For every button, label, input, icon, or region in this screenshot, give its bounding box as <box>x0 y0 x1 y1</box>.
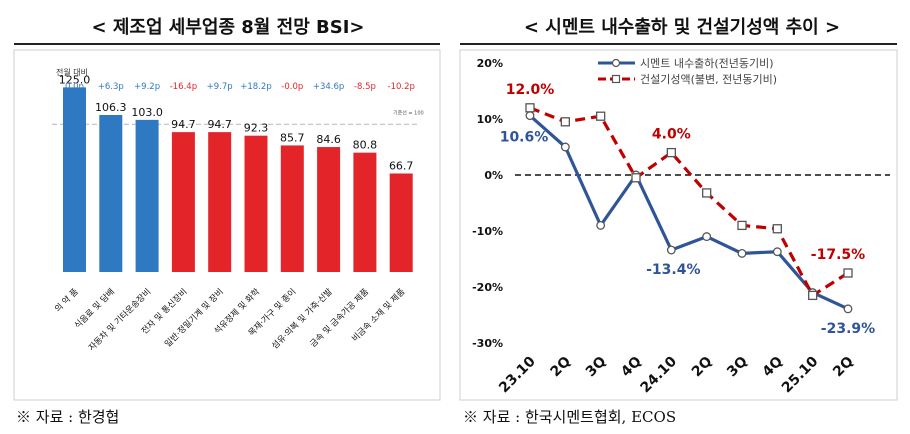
category-label: 섬유·의복 및 가죽·신발 <box>270 286 335 351</box>
bar <box>135 119 159 272</box>
point <box>560 117 570 127</box>
data-label: 4.0% <box>652 127 691 143</box>
bar-value-label: 84.6 <box>316 133 341 146</box>
series-line <box>528 114 849 311</box>
bar <box>208 132 232 272</box>
baseline-label: 기준선 = 100 <box>393 109 424 116</box>
bar <box>63 87 86 272</box>
point <box>772 247 782 257</box>
x-tick-label: 3Q <box>724 353 751 380</box>
bar <box>389 173 413 272</box>
point <box>737 220 747 231</box>
point <box>666 147 676 158</box>
change-label: -0.0p <box>281 82 303 92</box>
bar-value-label: 80.8 <box>353 139 378 152</box>
change-label: +34.6p <box>313 82 344 92</box>
point <box>525 111 535 121</box>
bar-value-label: 94.7 <box>207 118 232 131</box>
bar <box>317 147 341 272</box>
point <box>808 290 818 301</box>
bar <box>171 132 195 272</box>
point <box>560 142 570 152</box>
bar <box>99 115 123 272</box>
y-tick-label: 20% <box>477 57 503 70</box>
bar-value-label: 92.3 <box>244 122 269 135</box>
bar-value-label: 103.0 <box>131 106 163 119</box>
legend-marker <box>611 74 621 84</box>
legend-label: 건설기성액(불변, 전년동기비) <box>640 73 777 86</box>
data-label: -13.4% <box>646 262 700 278</box>
legend-marker <box>611 58 621 68</box>
point <box>737 248 747 258</box>
point <box>525 103 535 113</box>
point <box>596 111 606 121</box>
x-tick-label: 4Q <box>618 353 645 380</box>
y-tick-label: -20% <box>472 281 503 294</box>
x-tick-label: 23.10 <box>496 353 539 396</box>
bar <box>353 152 377 272</box>
right-source-note: ※ 자료 : 한국시멘트협회, ECOS <box>463 408 676 426</box>
bar <box>244 135 268 272</box>
point <box>631 173 641 183</box>
legend-label: 시멘트 내수출하(전년동기비) <box>640 56 774 70</box>
bar-value-label: 94.7 <box>171 118 196 131</box>
bar-value-label: 106.3 <box>95 101 127 114</box>
point <box>702 232 712 242</box>
change-label: -16.4p <box>170 82 197 92</box>
change-label: +6.3p <box>98 82 124 92</box>
change-label: 0.0p <box>65 82 84 92</box>
y-tick-label: 0% <box>484 169 503 182</box>
bar <box>280 145 304 272</box>
change-label: +18.2p <box>240 82 271 92</box>
category-label: 금속 및 금속가공 제품 <box>308 286 371 349</box>
x-tick-label: 2Q <box>689 353 716 380</box>
change-label: +9.2p <box>134 82 160 92</box>
category-label: 일반·정밀기계 및 장비 <box>163 286 226 349</box>
category-label: 의 약 품 <box>52 286 80 314</box>
y-tick-label: 10% <box>477 113 503 126</box>
x-tick-label: 24.10 <box>638 353 681 396</box>
y-tick-label: -30% <box>472 337 503 350</box>
y-tick-label: -10% <box>472 225 503 238</box>
left-chart-title: < 제조업 세부업종 8월 전망 BSI> <box>91 17 364 38</box>
right-panel-frame <box>459 49 898 401</box>
legend: 시멘트 내수출하(전년동기비) 건설기성액(불변, 전년동기비) <box>598 56 777 86</box>
x-tick-label: 3Q <box>583 353 610 380</box>
change-label: +9.7p <box>207 82 233 92</box>
bar-value-label: 125.0 <box>59 73 91 86</box>
point <box>702 188 712 198</box>
right-chart-title: < 시멘트 내수출하 및 건설기성액 추이 > <box>524 17 840 38</box>
x-tick-label: 4Q <box>760 353 787 380</box>
change-header: 전월 대비 <box>56 67 88 77</box>
x-tick-label: 25.10 <box>779 353 822 396</box>
left-source-note: ※ 자료 : 한경협 <box>16 408 119 426</box>
data-label: 10.6% <box>500 130 549 146</box>
data-label: -17.5% <box>811 247 865 263</box>
x-tick-label: 2Q <box>830 353 857 380</box>
change-label: -10.2p <box>388 82 415 92</box>
point <box>843 304 853 314</box>
series-line <box>529 106 849 297</box>
data-label: -23.9% <box>821 321 875 337</box>
point <box>596 220 606 230</box>
bar-value-label: 66.7 <box>389 159 414 172</box>
x-tick-label: 2Q <box>548 353 575 380</box>
data-label: 12.0% <box>506 82 555 98</box>
change-label: -8.5p <box>354 82 376 92</box>
left-panel-frame <box>13 49 441 401</box>
point <box>843 268 853 278</box>
bar-value-label: 85.7 <box>280 131 305 144</box>
point <box>772 224 782 234</box>
category-label: 자동차 및 기타운송장비 <box>86 286 153 353</box>
point <box>666 245 676 255</box>
